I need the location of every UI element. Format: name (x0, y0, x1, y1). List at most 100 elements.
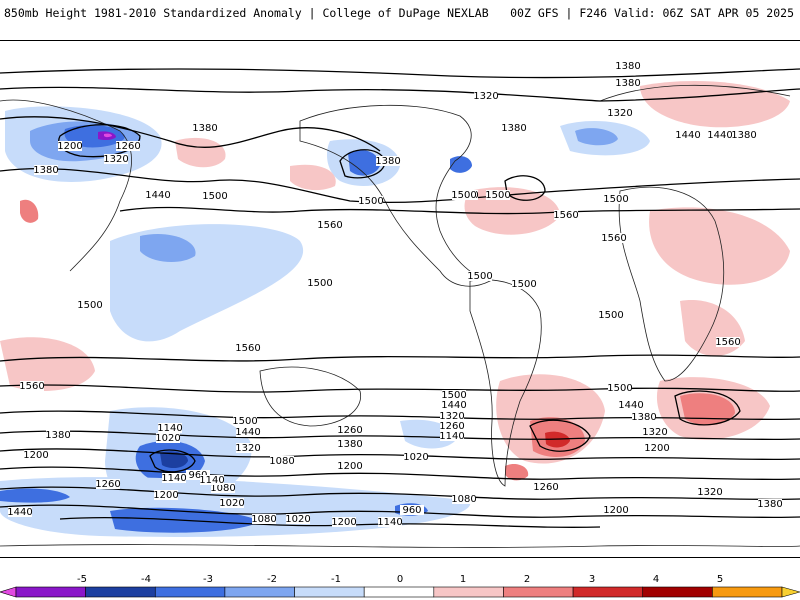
contour-label: 1200 (57, 141, 83, 152)
contour-1200-south (0, 486, 800, 501)
svg-text:1080: 1080 (210, 483, 235, 494)
pos-anomaly-asia (20, 199, 39, 223)
contour-label: 1380 (375, 156, 401, 167)
colorbar-segment (15, 586, 86, 598)
australia-outline (259, 366, 361, 427)
svg-text:1500: 1500 (202, 191, 227, 202)
contour-label: 1200 (603, 505, 629, 516)
colorbar-segment (363, 586, 435, 598)
svg-text:1500: 1500 (77, 300, 102, 311)
contour-label: 1200 (644, 443, 670, 454)
svg-text:1320: 1320 (473, 91, 498, 102)
svg-text:1380: 1380 (757, 499, 782, 510)
colorbar-tick-label: -5 (77, 574, 87, 585)
contour-1560-south (0, 354, 800, 362)
svg-text:1500: 1500 (358, 196, 383, 207)
svg-text:1560: 1560 (601, 233, 626, 244)
colorbar-segment (572, 586, 644, 598)
svg-text:1380: 1380 (45, 430, 70, 441)
contour-label: 1500 (77, 300, 103, 311)
svg-text:1500: 1500 (607, 383, 632, 394)
colorbar-left-arrow (0, 586, 17, 598)
high-center-atlantic (504, 175, 546, 201)
north-america-outline (299, 104, 492, 287)
svg-text:1380: 1380 (615, 61, 640, 72)
contour-label: 1200 (23, 450, 49, 461)
svg-text:1500: 1500 (441, 390, 466, 401)
contour-label: 1320 (473, 91, 499, 102)
svg-text:1200: 1200 (337, 461, 362, 472)
colorbar-tick-label: -2 (267, 574, 277, 585)
colorbar-tick-label: 4 (652, 574, 660, 585)
svg-text:1320: 1320 (439, 411, 464, 422)
colorbar (0, 586, 800, 598)
neg-anomaly-greatlakes (450, 156, 472, 173)
contour-label: 1200 (331, 517, 357, 528)
contour-label: 1500 (307, 278, 333, 289)
svg-text:1080: 1080 (451, 494, 476, 505)
contour-label: 1260 (95, 479, 121, 490)
svg-text:1080: 1080 (251, 514, 276, 525)
contour-label: 1500 (358, 196, 384, 207)
svg-text:1320: 1320 (642, 427, 667, 438)
svg-text:1200: 1200 (153, 490, 178, 501)
contour-label: 1020 (155, 433, 181, 444)
contour-label: 1560 (19, 381, 45, 392)
colorbar-tick-label: -3 (203, 574, 213, 585)
contour-label: 1560 (553, 210, 579, 221)
contour-1380-north (0, 68, 800, 79)
svg-text:1440: 1440 (618, 400, 643, 411)
colorbar-tick-label: 1 (459, 574, 467, 585)
svg-text:1380: 1380 (501, 123, 526, 134)
neg-anomaly-pacific (110, 224, 304, 342)
contour-label: 1200 (337, 461, 363, 472)
svg-text:1380: 1380 (192, 123, 217, 134)
contour-label: 1080 (451, 494, 477, 505)
contour-label: 1080 (210, 483, 236, 494)
svg-text:1500: 1500 (232, 416, 257, 427)
contour-label: 1140 (377, 517, 403, 528)
contour-label: 1380 (731, 130, 757, 141)
colorbar-tick-label: -4 (141, 574, 151, 585)
pos-anomaly-west (0, 337, 95, 391)
colorbar-tick-label: 3 (588, 574, 596, 585)
colorbar-tick-label: 5 (716, 574, 724, 585)
contour-label: 1380 (501, 123, 527, 134)
contour-label: 1440 (707, 130, 733, 141)
contour-1380-south (0, 430, 800, 441)
contour-label: 1020 (219, 498, 245, 509)
contour-label: 1260 (533, 482, 559, 493)
contour-label: 1080 (269, 456, 295, 467)
neg-anomaly-npac-peak (104, 133, 112, 138)
neg-anomaly-namerica-core (348, 149, 380, 176)
contour-label: 1440 (7, 507, 33, 518)
svg-text:1560: 1560 (19, 381, 44, 392)
svg-text:1380: 1380 (375, 156, 400, 167)
contour-1260-south (0, 466, 800, 481)
svg-text:1380: 1380 (33, 165, 58, 176)
colorbar-right-arrow (781, 586, 800, 598)
model-run-info: 00Z GFS | F246 Valid: 06Z SAT APR 05 202… (510, 6, 794, 20)
svg-text:960: 960 (402, 505, 421, 516)
pos-anomaly-south-indian-core (680, 393, 735, 426)
colorbar-segment (712, 586, 783, 598)
colorbar-tick-label: -1 (331, 574, 341, 585)
contour-label: 1320 (439, 411, 465, 422)
contour-label: 1560 (601, 233, 627, 244)
antarctica-outline (0, 544, 800, 548)
low-center-south-indian (149, 449, 196, 473)
svg-text:1080: 1080 (269, 456, 294, 467)
colorbar-tick-label: 0 (396, 574, 404, 585)
svg-text:960: 960 (188, 470, 207, 481)
contour-label: 1140 (439, 431, 465, 442)
contour-label: 1260 (337, 425, 363, 436)
contour-label: 1500 (511, 279, 537, 290)
svg-text:1380: 1380 (631, 412, 656, 423)
weather-map: 1380 1380 1320 1320 1380 1380 1440 1200 1260 1320… (0, 40, 800, 558)
contour-label: 1500 (603, 194, 629, 205)
contour-label: 1380 (337, 439, 363, 450)
contour-label: 1500 (451, 190, 477, 201)
